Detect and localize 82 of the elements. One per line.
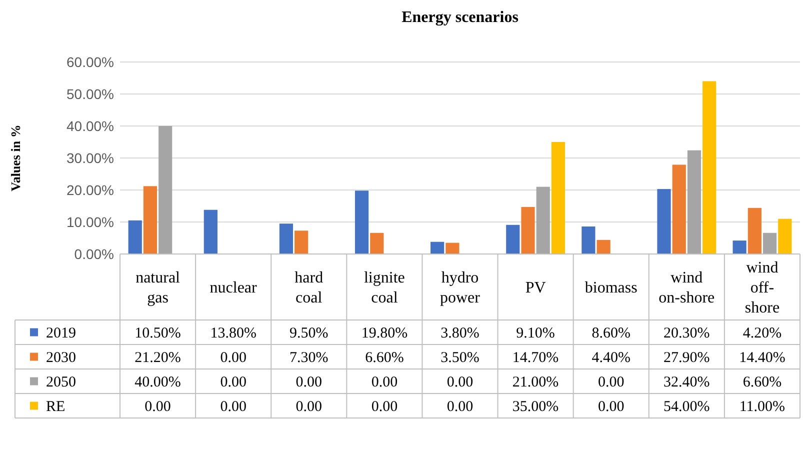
bar — [762, 232, 777, 254]
x-tick-label: biomass — [584, 280, 638, 297]
data-label: 0.00 — [220, 350, 246, 366]
y-tick-label: 10.00% — [66, 214, 114, 230]
data-label: 27.90% — [664, 350, 710, 366]
data-label: 6.60% — [742, 374, 782, 390]
bar — [204, 210, 218, 254]
bar — [279, 224, 294, 254]
bar — [702, 81, 716, 254]
chart-title: Energy scenarios — [402, 9, 518, 26]
x-tick-label: hard coal — [294, 270, 324, 307]
data-label: 0.00 — [446, 374, 474, 390]
data-label: 21.20% — [134, 350, 181, 366]
y-tick-label: 20.00% — [66, 182, 114, 198]
data-label: 9.10% — [516, 326, 555, 342]
bar — [158, 126, 172, 254]
bar — [294, 230, 308, 254]
bar — [536, 186, 550, 254]
data-label: 14.70% — [512, 350, 559, 366]
y-tick-label: 0.00% — [74, 246, 114, 262]
data-label: 0.00 — [598, 399, 624, 415]
bar — [370, 232, 384, 254]
data-label: 3.80% — [440, 326, 480, 342]
x-tick-label: natural gas — [136, 270, 181, 307]
data-label: 35.00% — [512, 399, 559, 415]
bar — [732, 240, 746, 254]
legend-label: 2050 — [46, 374, 76, 390]
bar — [128, 220, 142, 254]
data-label: 20.30% — [664, 326, 710, 342]
data-label: 4.20% — [742, 326, 782, 342]
bar — [687, 150, 702, 254]
data-label: 4.40% — [592, 350, 630, 366]
data-label: 11.00% — [739, 399, 786, 415]
bar — [354, 190, 369, 254]
data-label: 21.00% — [512, 374, 559, 390]
x-tick-label: wind off-shore — [744, 260, 780, 317]
data-label: 0.00 — [144, 399, 171, 415]
data-label: 8.60% — [592, 326, 630, 342]
data-label: 0.00 — [371, 399, 398, 415]
bar — [430, 242, 444, 254]
x-tick-label: PV — [525, 280, 546, 297]
x-tick-label: hydro power — [440, 270, 481, 307]
legend-label: RE — [46, 399, 66, 415]
bar — [143, 186, 158, 254]
bar — [596, 240, 610, 254]
data-label: 9.50% — [290, 326, 328, 342]
data-label: 0.00 — [220, 399, 246, 415]
data-label: 6.60% — [365, 350, 404, 366]
y-tick-label: 30.00% — [66, 150, 114, 166]
bar — [778, 218, 792, 254]
bar — [521, 206, 535, 254]
x-tick-label: nuclear — [210, 280, 258, 297]
bar — [672, 164, 686, 254]
data-label: 3.50% — [440, 350, 480, 366]
x-tick-label: wind on-shore — [658, 270, 715, 307]
y-tick-label: 60.00% — [66, 54, 114, 70]
y-tick-label: 50.00% — [66, 86, 114, 102]
data-label: 19.80% — [361, 326, 408, 342]
data-label: 0.00 — [296, 374, 322, 390]
data-label: 54.00% — [664, 399, 710, 415]
bar — [582, 226, 596, 254]
data-label: 14.40% — [739, 350, 786, 366]
x-tick-label: lignite coal — [364, 270, 405, 307]
bar — [657, 189, 671, 254]
data-label: 0.00 — [296, 399, 322, 415]
bar — [506, 224, 520, 254]
data-label: 40.00% — [134, 374, 181, 390]
data-label: 10.50% — [134, 326, 181, 342]
data-label: 0.00 — [220, 374, 246, 390]
legend-label: 2019 — [46, 326, 76, 342]
data-label: 0.00 — [371, 374, 398, 390]
legend-label: 2030 — [46, 350, 76, 366]
y-tick-label: 40.00% — [66, 118, 114, 134]
bar — [748, 208, 762, 254]
data-label: 13.80% — [210, 326, 256, 342]
data-label: 0.00 — [598, 374, 624, 390]
data-label: 32.40% — [664, 374, 710, 390]
bar — [446, 242, 460, 254]
data-label: 7.30% — [290, 350, 328, 366]
bar — [551, 142, 566, 254]
y-axis-title: Values in % — [8, 124, 23, 192]
data-label: 0.00 — [446, 399, 474, 415]
